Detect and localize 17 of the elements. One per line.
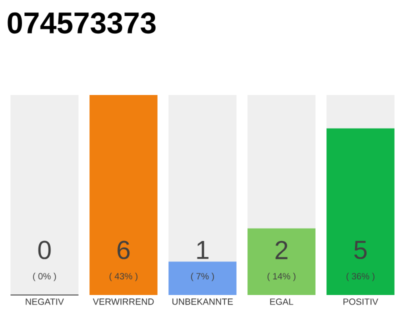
bar xyxy=(168,262,236,295)
x-tick-label: POSITIV xyxy=(343,298,378,305)
data-label: 2 xyxy=(276,240,288,260)
annotation: ( 0% ) xyxy=(33,272,56,282)
annotation: ( 14% ) xyxy=(268,272,296,282)
data-label: 1 xyxy=(197,241,208,259)
annotation: ( 36% ) xyxy=(346,272,374,282)
data-label: 6 xyxy=(118,240,130,260)
data-label: 5 xyxy=(354,240,367,260)
x-tick-label: NEGATIV xyxy=(26,298,64,305)
annotation: ( 43% ) xyxy=(110,272,138,282)
chart-title: 074573373 xyxy=(8,12,156,34)
x-tick-label: VERWIRREND xyxy=(92,298,154,305)
data-label: 0 xyxy=(38,240,51,260)
x-tick-label: UNBEKANNTE xyxy=(172,298,233,305)
annotation: ( 7% ) xyxy=(191,272,214,282)
x-tick-label: EGAL xyxy=(270,298,294,305)
